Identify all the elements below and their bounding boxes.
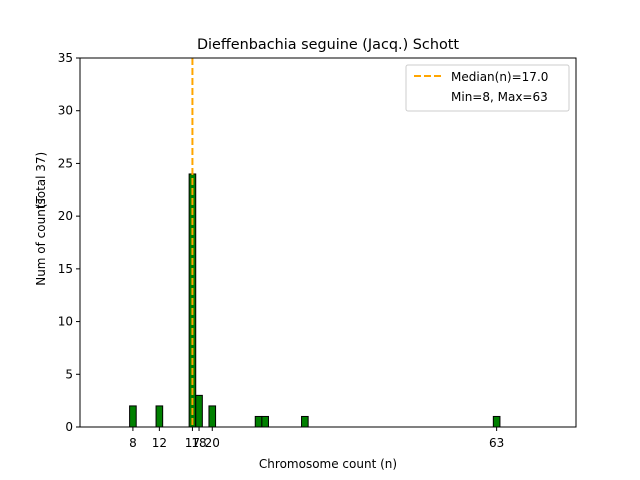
y-axis-label: Num of counts (34, 198, 48, 286)
x-tick-label: 18 (191, 436, 206, 450)
y-tick-label: 30 (58, 104, 73, 118)
bar-n-18 (195, 394, 203, 428)
bar-n-8 (129, 405, 137, 428)
bar-n-27 (254, 415, 263, 428)
y-tick-label: 10 (58, 315, 73, 329)
bar-n-34 (301, 415, 309, 428)
x-tick-label: 20 (205, 436, 220, 450)
legend-range-label: Min=8, Max=63 (451, 90, 548, 104)
y-tick-label: 5 (65, 367, 73, 381)
bar-n-28 (261, 415, 269, 428)
bar-n-63 (492, 415, 501, 428)
y-axis-ticks: 0 5 10 15 20 25 30 35 (58, 51, 80, 434)
x-tick-label: 63 (489, 436, 504, 450)
plot-frame (79, 57, 577, 428)
x-tick-label: 12 (152, 436, 167, 450)
y-tick-label: 20 (58, 209, 73, 223)
x-axis-label: Chromosome count (n) (259, 457, 397, 471)
y-axis-total-label: (Total 37) (34, 152, 48, 208)
y-tick-label: 25 (58, 156, 73, 170)
legend: Median(n)=17.0 Min=8, Max=63 (405, 64, 570, 112)
y-tick-label: 0 (65, 420, 73, 434)
chart-title: Dieffenbachia seguine (Jacq.) Schott (197, 37, 459, 53)
x-tick-label: 8 (129, 436, 137, 450)
y-tick-label: 15 (58, 262, 73, 276)
legend-median-label: Median(n)=17.0 (451, 70, 548, 84)
bar-n-12 (155, 405, 164, 428)
x-tick-label: 17 (185, 436, 200, 450)
y-tick-label: 35 (58, 51, 73, 65)
legend-box (405, 64, 570, 112)
bar-n-20 (208, 405, 217, 428)
